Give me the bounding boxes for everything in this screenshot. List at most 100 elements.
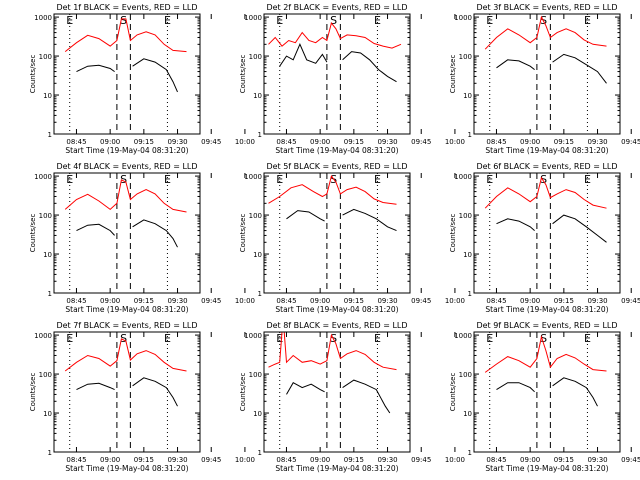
y-axis-label: Counts/sec xyxy=(239,373,247,412)
marker-right: E xyxy=(584,14,591,27)
x-tick-label: 09:45 xyxy=(201,456,221,464)
plot-frame xyxy=(53,172,201,294)
series-lld-line xyxy=(268,21,402,49)
y-tick-label: 100 xyxy=(39,53,52,61)
panel-title: Det 1f BLACK = Events, RED = LLD xyxy=(56,3,197,12)
series-events-line xyxy=(342,379,391,414)
panel-title: Det 7f BLACK = Events, RED = LLD xyxy=(56,321,197,330)
x-tick-label: 10:00 xyxy=(445,456,465,464)
x-tick-label: 09:30 xyxy=(377,138,397,146)
series-events-line xyxy=(496,218,535,231)
y-tick-label: 1000 xyxy=(34,173,52,181)
x-tick-label: 09:00 xyxy=(520,138,540,146)
x-axis-label: Start Time (19-May-04 08:31:20) xyxy=(65,146,188,155)
series-lld-line xyxy=(484,176,607,209)
marker-right: E xyxy=(584,173,591,186)
x-tick-label: 10:00 xyxy=(445,297,465,305)
panel-title: Det 3f BLACK = Events, RED = LLD xyxy=(476,3,617,12)
marker-right: E xyxy=(584,332,591,345)
panel: Det 1f BLACK = Events, RED = LLD E S E 1 10 10… xyxy=(29,3,255,155)
marker-middle: S xyxy=(540,332,547,345)
y-axis-label: Counts/sec xyxy=(449,373,457,412)
x-tick-label: 09:15 xyxy=(344,138,364,146)
marker-right: E xyxy=(164,332,171,345)
y-axis-label: Counts/sec xyxy=(29,55,37,94)
marker-left: E xyxy=(276,173,283,186)
y-tick-label: 100 xyxy=(459,371,472,379)
y-tick-label: 100 xyxy=(39,371,52,379)
x-tick-label: 08:45 xyxy=(486,456,506,464)
marker-right: E xyxy=(374,332,381,345)
x-tick-label: 09:15 xyxy=(134,138,154,146)
marker-right: E xyxy=(374,173,381,186)
y-axis-label: Counts/sec xyxy=(449,214,457,253)
marker-left: E xyxy=(66,14,73,27)
x-tick-label: 09:15 xyxy=(554,297,574,305)
x-tick-label: 09:00 xyxy=(100,456,120,464)
plot-frame xyxy=(473,172,621,294)
marker-left: E xyxy=(66,173,73,186)
x-tick-label: 08:45 xyxy=(66,297,86,305)
y-tick-label: 1000 xyxy=(34,14,52,22)
y-tick-label: 10 xyxy=(463,410,472,418)
y-tick-label: 10 xyxy=(463,251,472,259)
x-tick-label: 09:30 xyxy=(587,456,607,464)
x-tick-label: 09:15 xyxy=(554,456,574,464)
series-events-line xyxy=(342,51,397,83)
x-tick-label: 09:15 xyxy=(344,456,364,464)
panel-title: Det 6f BLACK = Events, RED = LLD xyxy=(476,162,617,171)
y-axis-label: Counts/sec xyxy=(239,55,247,94)
plot-frame xyxy=(473,331,621,453)
x-tick-label: 09:30 xyxy=(377,297,397,305)
marker-middle: S xyxy=(540,173,547,186)
y-tick-label: 1000 xyxy=(34,332,52,340)
x-tick-label: 09:45 xyxy=(621,297,640,305)
plot-frame xyxy=(53,331,201,453)
y-tick-label: 10 xyxy=(43,251,52,259)
marker-right: E xyxy=(164,14,171,27)
plot-frame xyxy=(263,13,411,135)
panel-title: Det 9f BLACK = Events, RED = LLD xyxy=(476,321,617,330)
series-lld-line xyxy=(484,15,607,50)
y-tick-label: 100 xyxy=(459,212,472,220)
series-events-line xyxy=(132,58,178,93)
y-tick-label: 10 xyxy=(253,251,262,259)
marker-left: E xyxy=(486,14,493,27)
marker-middle: S xyxy=(120,14,127,27)
y-axis-label: Counts/sec xyxy=(239,214,247,253)
x-tick-label: 09:00 xyxy=(100,297,120,305)
series-events-line xyxy=(552,53,607,84)
x-tick-label: 10:00 xyxy=(445,138,465,146)
series-events-line xyxy=(552,377,598,407)
series-events-line xyxy=(76,64,115,73)
series-lld-line xyxy=(64,18,187,53)
x-axis-label: Start Time (19-May-04 08:31:20) xyxy=(65,464,188,473)
y-tick-label: 100 xyxy=(249,371,262,379)
y-tick-label: 1 xyxy=(48,449,52,457)
y-tick-label: 1000 xyxy=(454,173,472,181)
marker-left: E xyxy=(276,332,283,345)
x-tick-label: 09:30 xyxy=(167,297,187,305)
y-tick-label: 1000 xyxy=(454,14,472,22)
x-axis-label: Start Time (19-May-04 08:31:20) xyxy=(485,464,608,473)
x-tick-label: 09:30 xyxy=(167,456,187,464)
x-tick-label: 09:45 xyxy=(621,138,640,146)
y-tick-label: 1 xyxy=(468,290,472,298)
panel-title: Det 5f BLACK = Events, RED = LLD xyxy=(266,162,407,171)
x-axis-label: Start Time (19-May-04 08:31:20) xyxy=(65,305,188,314)
marker-left: E xyxy=(486,332,493,345)
series-events-line xyxy=(496,382,535,393)
x-tick-label: 08:45 xyxy=(276,297,296,305)
marker-left: E xyxy=(66,332,73,345)
marker-left: E xyxy=(486,173,493,186)
series-events-line xyxy=(286,382,325,395)
y-tick-label: 1 xyxy=(258,290,262,298)
series-events-line xyxy=(279,43,328,67)
x-axis-label: Start Time (19-May-04 08:31:20) xyxy=(275,464,398,473)
y-tick-label: 1 xyxy=(48,290,52,298)
x-tick-label: 09:45 xyxy=(201,138,221,146)
marker-left: E xyxy=(276,14,283,27)
series-events-line xyxy=(552,214,607,243)
x-tick-label: 10:00 xyxy=(235,138,255,146)
